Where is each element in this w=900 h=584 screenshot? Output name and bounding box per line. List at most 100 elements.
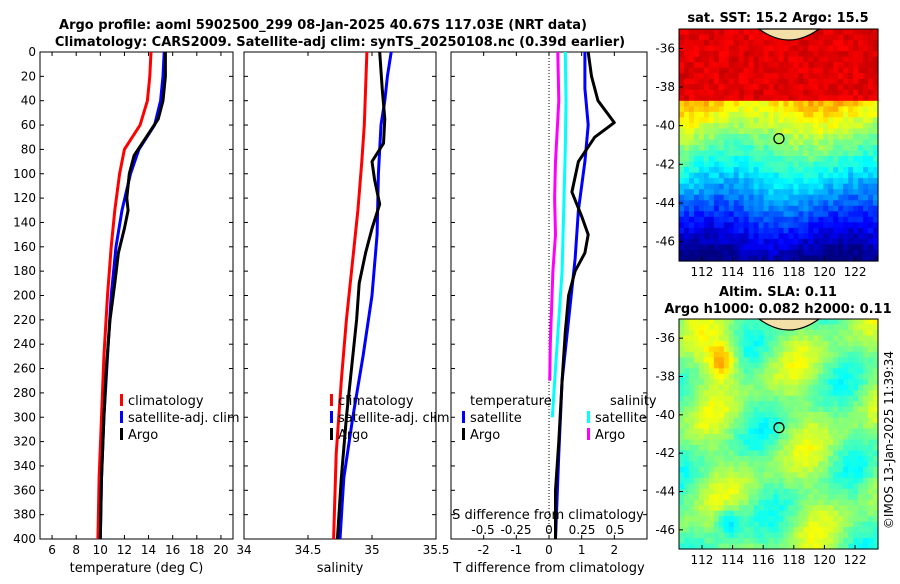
sla-map-cell <box>808 390 814 397</box>
sla-map-cell <box>693 384 700 391</box>
sst-map-cell <box>833 227 839 234</box>
sla-map-cell <box>693 373 700 380</box>
sla-map-cell <box>838 373 844 380</box>
sst-map-cell <box>768 249 775 257</box>
sst-map-cell <box>778 161 785 168</box>
sst-map-cell <box>863 29 869 36</box>
sla-map-cell <box>813 532 819 539</box>
sla-map-cell <box>848 368 854 375</box>
sst-map-cell <box>788 100 795 107</box>
sla-map-cell <box>788 401 795 408</box>
sla-map-cell <box>733 538 740 545</box>
sst-map-cell <box>823 150 829 157</box>
sst-map-cell <box>743 106 750 113</box>
sla-map-cell <box>823 340 829 347</box>
sla-map-cell <box>698 423 705 430</box>
sst-map-cell <box>683 150 690 157</box>
sla-map-cell <box>703 340 710 347</box>
sla-map-cell <box>853 527 859 534</box>
sst-map-cell <box>763 172 770 179</box>
sla-map-cell <box>763 516 770 523</box>
sst-map-cell <box>828 29 834 36</box>
sla-map-cell <box>708 329 715 337</box>
sla-map-cell <box>863 510 869 517</box>
sst-map-cell <box>718 106 725 113</box>
sst-map-cell <box>843 40 849 47</box>
sst-map-cell <box>708 34 715 41</box>
sla-map-cell <box>808 412 814 419</box>
sla-map-cell <box>679 428 685 435</box>
sla-map-cell <box>683 329 690 337</box>
sla-map-cell <box>753 450 760 457</box>
sla-map-cell <box>863 527 869 534</box>
sst-map-cell <box>838 172 844 179</box>
sla-map-cell <box>753 412 760 419</box>
sst-map-cell <box>828 172 834 179</box>
sla-map-cell <box>793 340 799 347</box>
sla-map-cell <box>848 466 854 473</box>
sst-map-cell <box>698 216 705 223</box>
sst-map-cell <box>848 172 854 179</box>
sst-map-cell <box>833 161 839 168</box>
sst-map-cell <box>768 111 775 118</box>
sla-map-cell <box>773 340 780 347</box>
sst-map-cell <box>863 238 869 246</box>
sst-map-cell <box>683 67 690 74</box>
sst-map-cell <box>858 183 864 190</box>
sst-map-cell <box>793 216 799 223</box>
sst-map-cell <box>868 167 874 174</box>
sst-map-cell <box>688 244 695 251</box>
sla-map-cell <box>768 505 775 512</box>
sla-map-cell <box>683 543 690 550</box>
sst-map-cell <box>798 56 804 63</box>
sst-map-cell <box>713 29 720 36</box>
sla-map-cell <box>763 417 770 424</box>
sst-map-cell <box>683 100 690 107</box>
sst-map-cell <box>803 211 809 218</box>
sla-map-cell <box>823 461 829 468</box>
sla-map-cell <box>679 384 685 391</box>
sst-map-cell <box>738 40 745 47</box>
sst-map-cell <box>743 150 750 157</box>
sla-map-cell <box>833 494 839 501</box>
sla-map-cell <box>738 340 745 347</box>
sla-map-cell <box>818 488 824 495</box>
sla-map-cell <box>853 488 859 495</box>
sla-map-cell <box>868 423 874 430</box>
sla-map-cell <box>713 368 720 375</box>
sla-map-cell <box>823 324 829 331</box>
sla-map-cell <box>748 543 755 550</box>
sst-map-cell <box>748 73 755 80</box>
difference-legend-left-swatch <box>462 428 465 440</box>
sst-map-cell <box>858 167 864 174</box>
sla-map-cell <box>753 335 760 342</box>
sla-map-cell <box>738 329 745 337</box>
sla-map-cell <box>728 379 735 386</box>
sst-map-cell <box>873 249 879 257</box>
sla-map-cell <box>733 499 740 506</box>
title-line-2: Climatology: CARS2009. Satellite-adj cli… <box>55 35 625 50</box>
sla-map-cell <box>748 434 755 441</box>
sla-map-cell <box>748 444 755 452</box>
sla-map-cell <box>793 384 799 391</box>
sst-map-cell <box>868 62 874 69</box>
sla-map-cell <box>733 401 740 408</box>
sla-map-cell <box>833 472 839 479</box>
sla-map-cell <box>743 346 750 353</box>
sst-map-cell <box>798 183 804 190</box>
sst-map-cell <box>698 95 705 102</box>
temperature-ytick-label: 260 <box>13 362 36 376</box>
sst-map-cell <box>823 100 829 107</box>
sla-map-cell <box>698 401 705 408</box>
sst-map-cell <box>833 89 839 96</box>
sla-map-cell <box>808 351 814 358</box>
sst-map-cell <box>793 161 799 168</box>
sla-map-cell <box>783 340 790 347</box>
sla-map-cell <box>708 516 715 523</box>
sst-map-cell <box>853 183 859 190</box>
sla-map-cell <box>843 543 849 550</box>
sla-map-cell <box>758 335 765 342</box>
sst-map-cell <box>868 100 874 107</box>
sst-map-cell <box>683 172 690 179</box>
sla-map-cell <box>683 505 690 512</box>
